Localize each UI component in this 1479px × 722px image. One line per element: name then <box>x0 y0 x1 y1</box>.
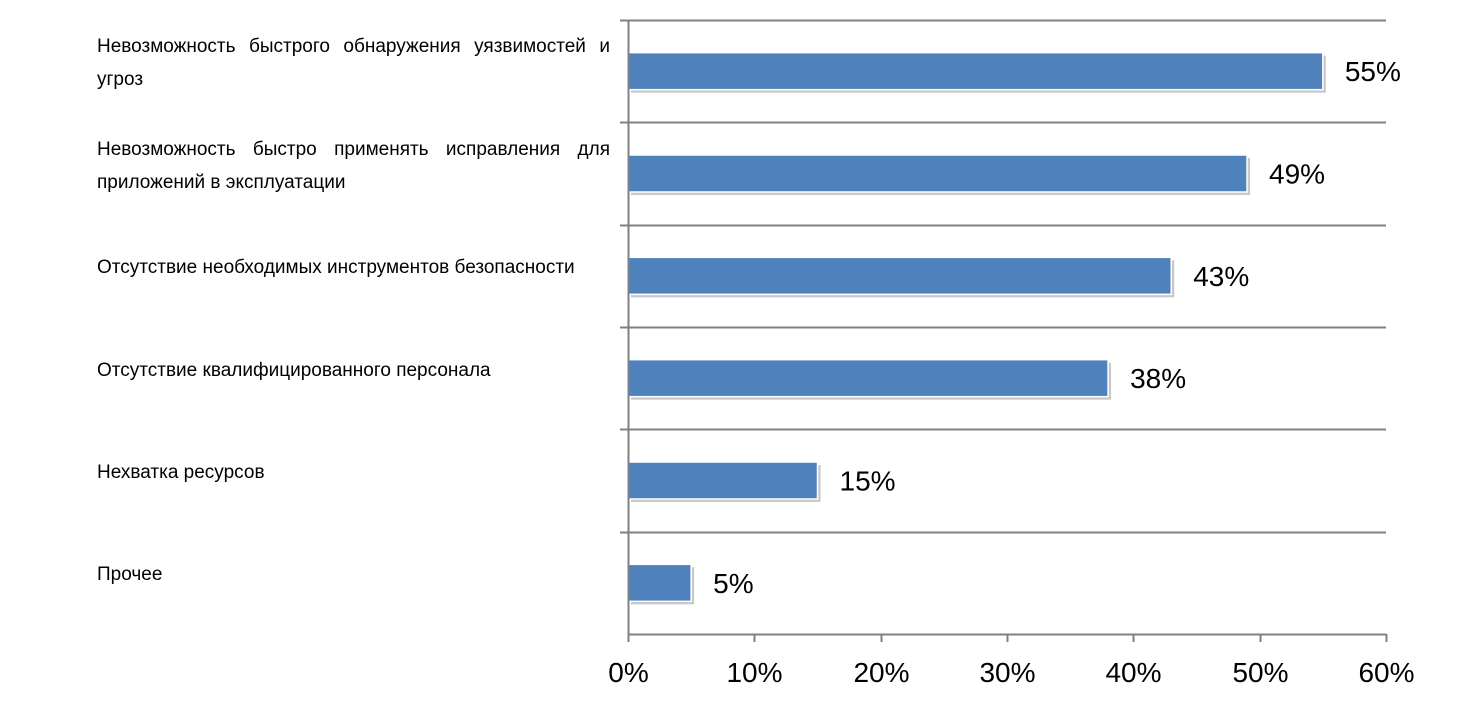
axes: 0% 10% 20% 30% 40% 50% 60% <box>608 20 1415 688</box>
data-label: 43% <box>1193 261 1249 292</box>
category-label: Невозможность быстро применять исправлен… <box>97 139 610 193</box>
bar <box>627 256 1172 296</box>
bar <box>627 461 819 500</box>
bar <box>627 51 1324 91</box>
category-label: Нехватка ресурсов <box>97 462 265 483</box>
category-label: Отсутствие квалифицированного персонала <box>97 360 491 381</box>
x-tick-label: 60% <box>1358 657 1414 688</box>
bars <box>627 51 1326 605</box>
category-label: Невозможность быстрого обнаружения уязви… <box>97 36 610 90</box>
data-label: 49% <box>1269 159 1325 190</box>
category-label: Отсутствие необходимых инструментов безо… <box>97 257 575 278</box>
data-label: 55% <box>1345 56 1401 87</box>
x-tick-label: 0% <box>608 657 648 688</box>
category-label: Прочее <box>97 564 163 585</box>
bar <box>627 154 1248 193</box>
x-tick-label: 40% <box>1105 657 1161 688</box>
x-tick-label: 10% <box>726 657 782 688</box>
x-tick-label: 50% <box>1232 657 1288 688</box>
x-tick-label: 20% <box>853 657 909 688</box>
data-label: 5% <box>713 568 753 599</box>
data-label: 38% <box>1130 363 1186 394</box>
data-label: 15% <box>840 466 896 497</box>
x-tick-label: 30% <box>979 657 1035 688</box>
bar <box>627 563 692 603</box>
grid-lines <box>620 19 1386 534</box>
bar <box>627 358 1109 398</box>
data-labels: 55% 49% 43% 38% 15% 5% <box>713 56 1401 599</box>
